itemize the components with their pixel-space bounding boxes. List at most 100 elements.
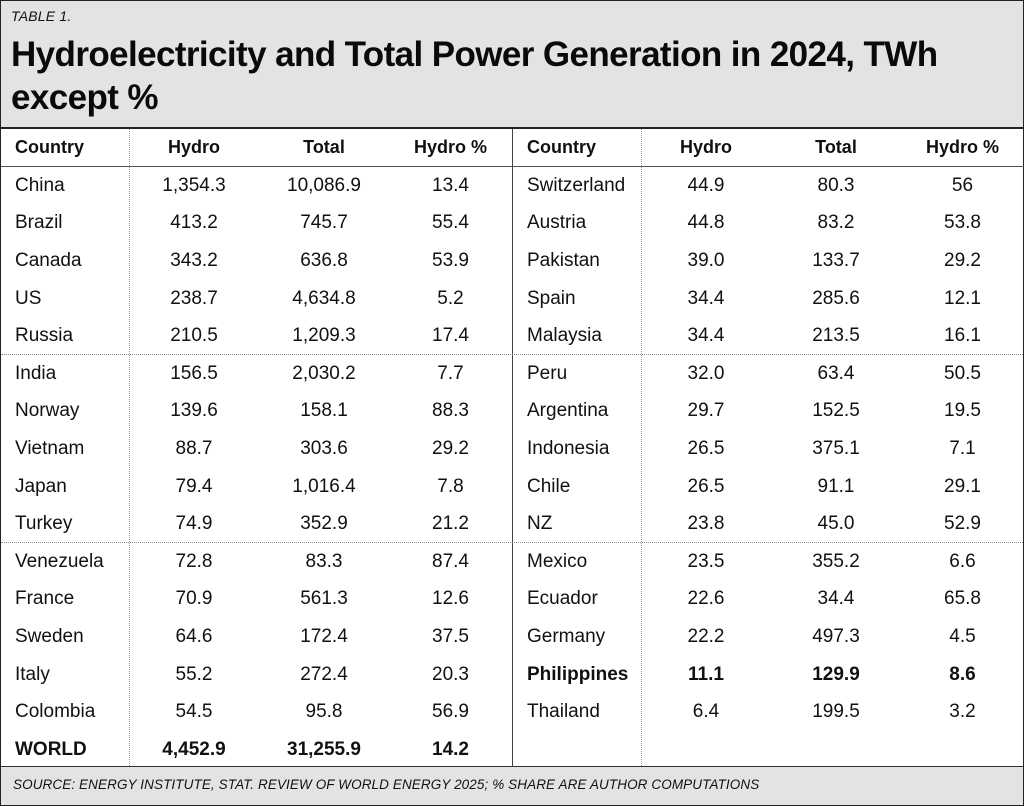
total-cell: 497.3 (812, 625, 860, 647)
country-cell: Mexico (527, 550, 588, 572)
country-cell: Canada (15, 249, 82, 271)
table-row: Indonesia 26.5 375.1 7.1 (513, 430, 1024, 468)
column-header-country: Country (15, 137, 84, 157)
hydro-percent-cell: 88.3 (432, 400, 469, 422)
hydro-cell: 88.7 (175, 437, 213, 459)
hydro-percent-cell: 29.1 (944, 475, 981, 497)
table-row: Venezuela 72.8 83.3 87.4 (1, 543, 512, 581)
hydro-percent-cell: 21.2 (432, 513, 469, 535)
hydro-cell: 343.2 (170, 249, 218, 271)
hydro-percent-cell: 12.6 (432, 588, 469, 610)
total-cell: 129.9 (812, 663, 860, 685)
country-cell: Germany (527, 625, 606, 647)
country-cell: Turkey (15, 513, 73, 535)
country-cell: Vietnam (15, 437, 85, 459)
table-row: Switzerland 44.9 80.3 56 (513, 167, 1024, 205)
country-cell: Thailand (527, 701, 600, 723)
hydro-cell: 54.5 (175, 701, 213, 723)
table-row: US 238.7 4,634.8 5.2 (1, 280, 512, 318)
table-row: Thailand 6.4 199.5 3.2 (513, 693, 1024, 731)
hydro-percent-cell: 53.9 (432, 249, 469, 271)
column-header-hydro-percent: Hydro % (413, 137, 487, 157)
total-cell: 303.6 (300, 437, 348, 459)
table-row: Peru 32.0 63.4 50.5 (513, 355, 1024, 393)
column-header-total: Total (815, 137, 857, 157)
total-cell: 80.3 (817, 174, 855, 196)
hydro-cell: 44.9 (687, 174, 725, 196)
table-row: Turkey 74.9 352.9 21.2 (1, 505, 512, 543)
hydro-percent-cell: 7.1 (949, 437, 976, 459)
hydro-cell: 64.6 (175, 625, 213, 647)
column-divider (641, 129, 642, 766)
column-header-row: Country Hydro Total Hydro % (1, 129, 512, 167)
hydro-percent-cell: 4.5 (949, 625, 976, 647)
hydro-percent-cell: 19.5 (944, 400, 981, 422)
country-cell: Spain (527, 287, 576, 309)
hydro-percent-cell: 8.6 (949, 663, 976, 685)
total-cell: 152.5 (812, 400, 860, 422)
total-cell: 158.1 (300, 400, 348, 422)
hydro-percent-cell: 56 (951, 174, 974, 196)
table-row: Russia 210.5 1,209.3 17.4 (1, 317, 512, 355)
total-cell: 34.4 (817, 588, 855, 610)
hydro-percent-cell: 17.4 (432, 325, 469, 347)
country-cell: US (15, 287, 42, 309)
table-row: Germany 22.2 497.3 4.5 (513, 618, 1024, 656)
hydro-percent-cell: 13.4 (432, 174, 469, 196)
hydro-percent-cell: 53.8 (944, 212, 981, 234)
hydro-cell: 34.4 (687, 287, 725, 309)
total-cell: 83.2 (817, 212, 855, 234)
hydro-cell: 70.9 (175, 588, 213, 610)
hydro-cell: 34.4 (687, 325, 725, 347)
country-cell: Norway (15, 400, 80, 422)
hydro-percent-cell: 14.2 (432, 738, 469, 760)
hydro-percent-cell: 7.8 (437, 475, 464, 497)
country-cell: Sweden (15, 625, 84, 647)
country-cell: Italy (15, 663, 50, 685)
country-cell: Japan (15, 475, 67, 497)
header-divider (1, 127, 1023, 129)
table-header-band: TABLE 1. Hydroelectricity and Total Powe… (1, 1, 1023, 127)
table-row: Austria 44.8 83.2 53.8 (513, 205, 1024, 243)
hydro-cell: 72.8 (175, 550, 213, 572)
table-row: NZ 23.8 45.0 52.9 (513, 505, 1024, 543)
hydro-percent-cell: 29.2 (432, 437, 469, 459)
table-title: Hydroelectricity and Total Power Generat… (11, 35, 938, 117)
column-header-row: Country Hydro Total Hydro % (513, 129, 1024, 167)
hydro-percent-cell: 3.2 (949, 701, 976, 723)
hydro-cell: 22.2 (687, 625, 725, 647)
column-header-total: Total (303, 137, 345, 157)
table-row: India 156.5 2,030.2 7.7 (1, 355, 512, 393)
hydro-percent-cell: 65.8 (944, 588, 981, 610)
hydro-cell: 23.5 (687, 550, 725, 572)
footer-band: SOURCE: ENERGY INSTITUTE, STAT. REVIEW O… (1, 767, 1023, 805)
country-cell: Argentina (527, 400, 609, 422)
hydro-cell: 156.5 (170, 362, 218, 384)
country-cell: Chile (527, 475, 571, 497)
table-row: Spain 34.4 285.6 12.1 (513, 280, 1024, 318)
total-cell: 4,634.8 (292, 287, 356, 309)
hydro-percent-cell: 37.5 (432, 625, 469, 647)
country-cell: NZ (527, 513, 553, 535)
hydro-cell: 23.8 (687, 513, 725, 535)
country-cell: Venezuela (15, 550, 104, 572)
table-row: Sweden 64.6 172.4 37.5 (1, 618, 512, 656)
total-cell: 10,086.9 (287, 174, 361, 196)
table-row: Malaysia 34.4 213.5 16.1 (513, 317, 1024, 355)
country-cell: Brazil (15, 212, 63, 234)
hydro-cell: 55.2 (175, 663, 213, 685)
hydro-percent-cell: 5.2 (437, 287, 464, 309)
country-cell: Austria (527, 212, 587, 234)
total-cell: 2,030.2 (292, 362, 356, 384)
column-divider (129, 129, 130, 766)
total-cell: 636.8 (300, 249, 348, 271)
table-row: Italy 55.2 272.4 20.3 (1, 656, 512, 694)
table-row: Argentina 29.7 152.5 19.5 (513, 393, 1024, 431)
country-cell: Ecuador (527, 588, 598, 610)
country-cell: Peru (527, 362, 568, 384)
left-table-body: China 1,354.3 10,086.9 13.4 Brazil 413.2 745.7… (1, 167, 512, 769)
total-cell: 91.1 (817, 475, 855, 497)
country-cell: Pakistan (527, 249, 600, 271)
table-row: Mexico 23.5 355.2 6.6 (513, 543, 1024, 581)
